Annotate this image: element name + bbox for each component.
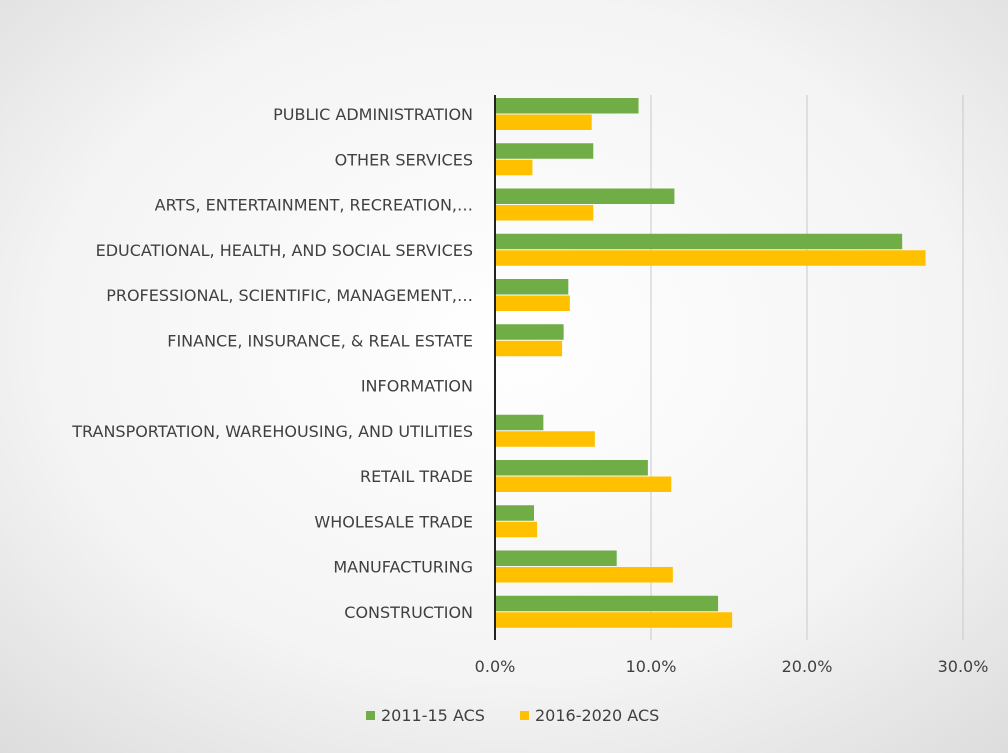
- bar-series2: [495, 476, 672, 492]
- bar-series2: [495, 567, 673, 583]
- bars: [495, 98, 926, 628]
- bar-series2: [495, 521, 538, 538]
- bar-series1: [495, 279, 569, 295]
- bar-series2: [495, 340, 563, 357]
- category-label: RETAIL TRADE: [360, 467, 473, 486]
- category-label: EDUCATIONAL, HEALTH, AND SOCIAL SERVICES: [96, 241, 473, 260]
- category-label: OTHER SERVICES: [335, 150, 473, 169]
- category-label: WHOLESALE TRADE: [314, 512, 473, 531]
- bar-series1: [495, 550, 617, 566]
- bar-series1: [495, 188, 675, 204]
- bar-series2: [495, 431, 595, 447]
- bar-series1: [495, 414, 544, 431]
- bar-series1: [495, 98, 639, 114]
- bar-series1: [495, 460, 648, 476]
- category-label: PROFESSIONAL, SCIENTIFIC, MANAGEMENT,…: [106, 286, 473, 305]
- bar-series2: [495, 612, 733, 628]
- category-label: FINANCE, INSURANCE, & REAL ESTATE: [167, 331, 473, 350]
- bar-series1: [495, 324, 564, 340]
- x-tick-label: 0.0%: [475, 657, 516, 676]
- bar-series1: [495, 233, 903, 250]
- bar-series1: [495, 143, 594, 159]
- legend-label: 2016-2020 ACS: [535, 706, 659, 725]
- x-tick-label: 20.0%: [782, 657, 833, 676]
- bar-series2: [495, 295, 570, 311]
- legend: 2011-15 ACS 2016-2020 ACS: [366, 706, 659, 725]
- legend-swatch: [520, 711, 529, 720]
- legend-swatch: [366, 711, 375, 720]
- x-tick-labels: 0.0% 10.0% 20.0% 30.0%: [475, 657, 989, 676]
- category-label: CONSTRUCTION: [344, 603, 473, 622]
- category-label: ARTS, ENTERTAINMENT, RECREATION,…: [155, 196, 473, 215]
- gridlines: [650, 95, 964, 640]
- bar-series1: [495, 595, 719, 612]
- bar-series2: [495, 250, 926, 266]
- category-labels: PUBLIC ADMINISTRATION OTHER SERVICES ARTS,…: [71, 105, 473, 622]
- category-label: MANUFACTURING: [333, 558, 473, 577]
- x-tick-label: 10.0%: [626, 657, 677, 676]
- category-label: TRANSPORTATION, WAREHOUSING, AND UTILITI…: [71, 422, 473, 441]
- x-tick-label: 30.0%: [938, 657, 989, 676]
- bar-series1: [495, 505, 534, 521]
- legend-label: 2011-15 ACS: [381, 706, 485, 725]
- category-label: INFORMATION: [361, 377, 473, 396]
- bar-series2: [495, 205, 594, 221]
- bar-series2: [495, 114, 592, 130]
- category-label: PUBLIC ADMINISTRATION: [273, 105, 473, 124]
- bar-series2: [495, 159, 533, 176]
